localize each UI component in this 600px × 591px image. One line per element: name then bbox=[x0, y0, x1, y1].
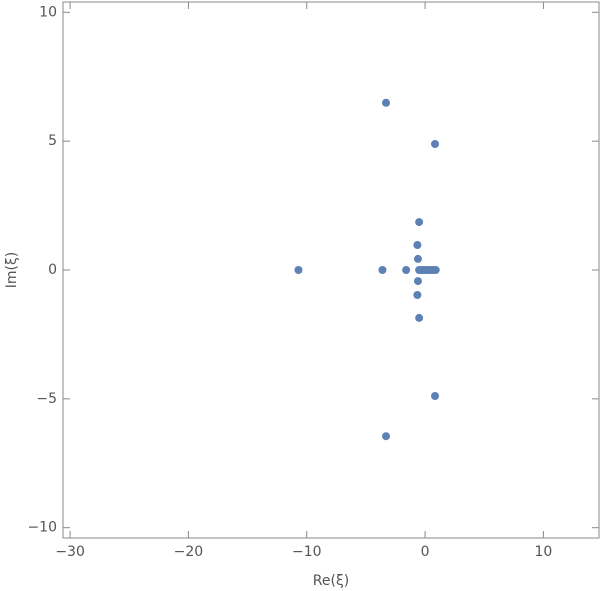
point bbox=[413, 290, 422, 299]
point bbox=[415, 313, 424, 322]
y-tick-label: 5 bbox=[48, 133, 57, 149]
point bbox=[378, 266, 387, 274]
x-tick-label: 0 bbox=[421, 544, 430, 560]
point bbox=[294, 266, 303, 274]
x-tick-label: −30 bbox=[55, 544, 85, 560]
point bbox=[413, 241, 422, 250]
x-tick-label: −10 bbox=[292, 544, 322, 560]
point bbox=[382, 98, 391, 107]
point bbox=[431, 266, 440, 274]
point bbox=[402, 266, 411, 274]
x-tick-label: 10 bbox=[534, 544, 552, 560]
point bbox=[413, 254, 422, 263]
y-tick-label: −10 bbox=[27, 520, 57, 536]
y-axis-label: Im(ξ) bbox=[4, 252, 20, 289]
point bbox=[415, 218, 424, 227]
point bbox=[413, 277, 422, 286]
y-tick-label: 0 bbox=[48, 262, 57, 278]
point bbox=[431, 139, 440, 148]
y-tick-label: 10 bbox=[39, 4, 57, 20]
y-tick-label: −5 bbox=[36, 391, 57, 407]
plot-frame bbox=[62, 1, 600, 539]
point bbox=[382, 432, 391, 441]
point bbox=[431, 392, 440, 401]
x-axis-label: Re(ξ) bbox=[313, 573, 349, 589]
x-tick-label: −20 bbox=[174, 544, 204, 560]
